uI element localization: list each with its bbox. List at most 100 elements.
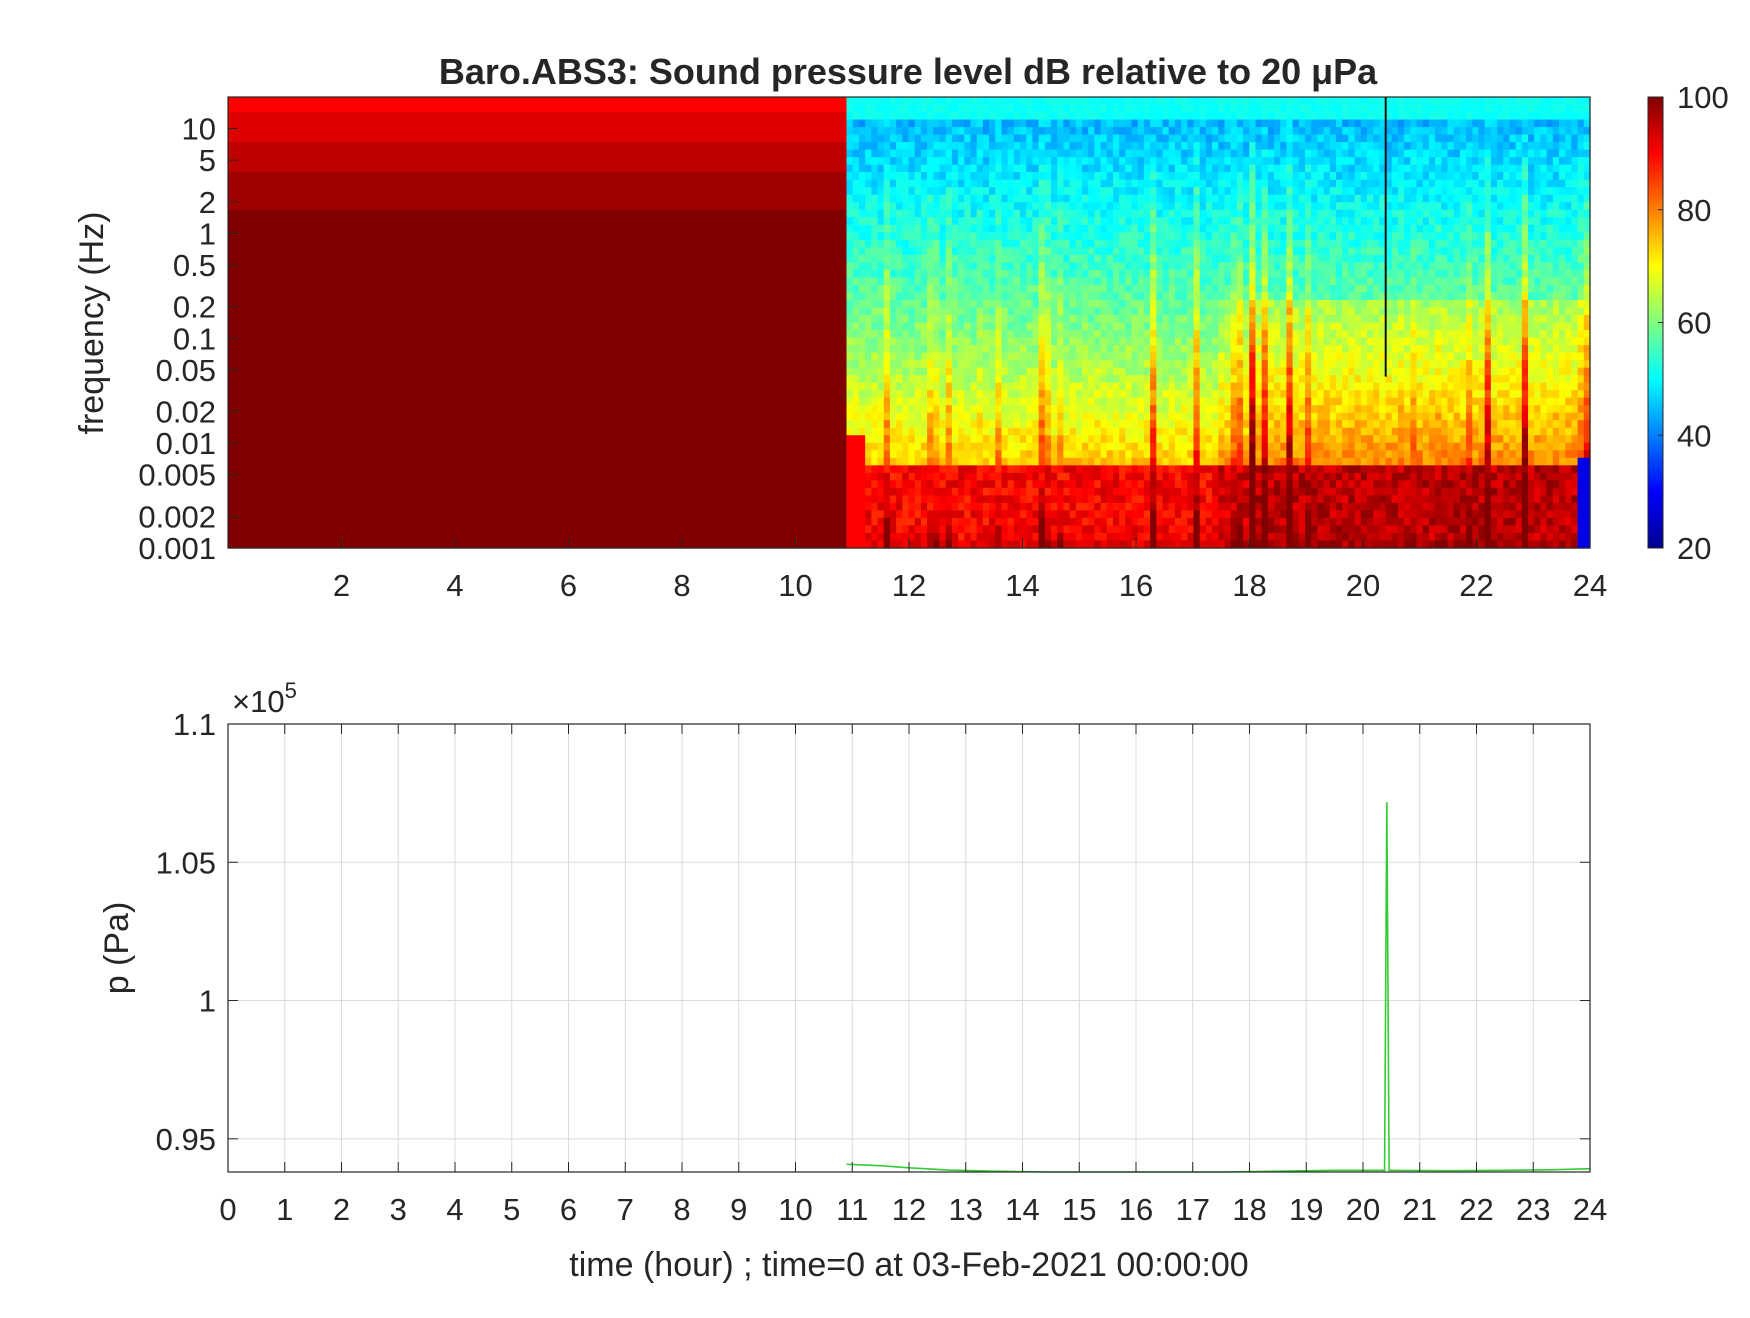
spectrogram-cell (1112, 397, 1120, 406)
spectrogram-cell (877, 224, 885, 233)
spectrogram-cell (1026, 194, 1034, 203)
spectrogram-cell (858, 532, 866, 542)
spectrogram-cell (1354, 134, 1362, 143)
spectrogram-cell (1137, 480, 1145, 489)
spectrogram-cell (1218, 224, 1226, 233)
spectrogram-cell (1081, 127, 1089, 136)
spectrogram-cell (1051, 397, 1058, 406)
spectrogram-cell (1199, 292, 1207, 301)
spectrogram-cell (896, 480, 903, 489)
spectrogram-cell (852, 382, 860, 391)
spectrogram-cell (1013, 510, 1021, 519)
spectrogram-cell (1131, 457, 1139, 466)
spectrogram-cell (1106, 97, 1114, 106)
spectrogram-cell (877, 427, 885, 436)
spectrogram-cell (1081, 224, 1089, 233)
spectrogram-cell (1063, 134, 1071, 143)
spectrogram-cell (1280, 540, 1288, 549)
spectrogram-cell (896, 487, 903, 496)
spectrogram-cell (1311, 307, 1319, 316)
spectrogram-cell (1274, 435, 1281, 444)
spectrogram-cell (1137, 375, 1145, 384)
spectrogram-cell (902, 540, 910, 549)
spectrogram-cell (1230, 299, 1238, 309)
spectrogram-cell (958, 247, 965, 256)
spectrogram-cell (1298, 345, 1306, 354)
spectrogram-cell (1137, 352, 1145, 361)
spectrogram-cell (920, 457, 928, 466)
spectrogram-cell (989, 442, 996, 451)
spectrogram-cell (1156, 127, 1164, 136)
spectrogram-cell (902, 375, 910, 384)
spectrogram-cell (846, 510, 854, 519)
spectrogram-cell (1311, 367, 1319, 376)
spectrogram-cell (889, 314, 897, 324)
spectrogram-cell (1317, 495, 1325, 504)
spectrogram-cell (1137, 307, 1145, 316)
spectrogram-cell (883, 427, 891, 436)
spectrogram-cell (995, 345, 1003, 354)
spectrogram-cell (1261, 472, 1269, 481)
spectrogram-cell (1057, 405, 1065, 414)
spectrogram-cell (1038, 262, 1046, 271)
spectrogram-cell (883, 495, 891, 504)
spectrogram-cell (958, 337, 965, 346)
spectrogram-cell (945, 209, 953, 218)
spectrogram-cell (228, 209, 847, 218)
spectrogram-cell (908, 172, 916, 181)
spectrogram-cell (1001, 157, 1009, 166)
spectrogram-cell (1094, 450, 1102, 459)
spectrogram-cell (1007, 284, 1015, 294)
spectrogram-cell (1057, 134, 1065, 143)
spectrogram-cell (1094, 465, 1102, 474)
spectrogram-cell (871, 284, 879, 294)
spectrogram-cell (1267, 284, 1275, 294)
spectrogram-cell (889, 337, 897, 346)
spectrogram-cell (939, 405, 947, 414)
spectrogram-cell (933, 202, 941, 211)
spectrogram-cell (1317, 209, 1325, 218)
spectrogram-cell (1038, 202, 1046, 211)
spectrogram-cell (1125, 397, 1133, 406)
spectrogram-cell (1075, 149, 1083, 158)
spectrogram-cell (1230, 427, 1238, 436)
spectrogram-cell (1044, 540, 1052, 549)
spectrogram-cell (846, 164, 854, 173)
spectrogram-cell (1156, 299, 1164, 309)
spectrogram-cell (1317, 97, 1325, 106)
spectrogram-cell (945, 187, 953, 196)
spectrogram-cell (1348, 502, 1356, 512)
spectrogram-cell (1267, 405, 1275, 414)
spectrogram-cell (1311, 390, 1319, 399)
spectrogram-cell (982, 149, 990, 158)
spectrogram-cell (1131, 420, 1139, 429)
spectrogram-cell (1131, 405, 1139, 414)
spectrogram-cell (1230, 502, 1238, 512)
spectrogram-cell (1026, 247, 1034, 256)
spectrogram-cell (1236, 465, 1244, 474)
spectrogram-cell (1224, 382, 1232, 391)
spectrogram-cell (1317, 269, 1325, 278)
spectrogram-cell (1063, 525, 1071, 534)
spectrogram-cell (1150, 149, 1157, 158)
spectrogram-cell (1063, 502, 1071, 512)
spectrogram-cell (883, 352, 891, 361)
spectrogram-cell (858, 299, 866, 309)
spectrogram-cell (858, 269, 866, 278)
spectrogram-cell (1249, 367, 1257, 376)
spectrogram-cell (1286, 472, 1294, 481)
spectrogram-cell (920, 97, 928, 106)
spectrogram-cell (1212, 149, 1219, 158)
spectrogram-cell (1348, 157, 1356, 166)
spectrogram-cell (1305, 134, 1312, 143)
spectrogram-cell (1063, 352, 1071, 361)
spectrogram-cell (1274, 322, 1281, 331)
spectrogram-cell (1193, 345, 1201, 354)
spectrogram-cell (1230, 292, 1238, 301)
spectrogram-cell (1329, 405, 1337, 414)
spectrogram-cell (1032, 179, 1040, 188)
spectrogram-cell (927, 345, 934, 354)
spectrogram-cell (1261, 164, 1269, 173)
spectrogram-cell (1174, 119, 1182, 128)
spectrogram-cell (1311, 134, 1319, 143)
